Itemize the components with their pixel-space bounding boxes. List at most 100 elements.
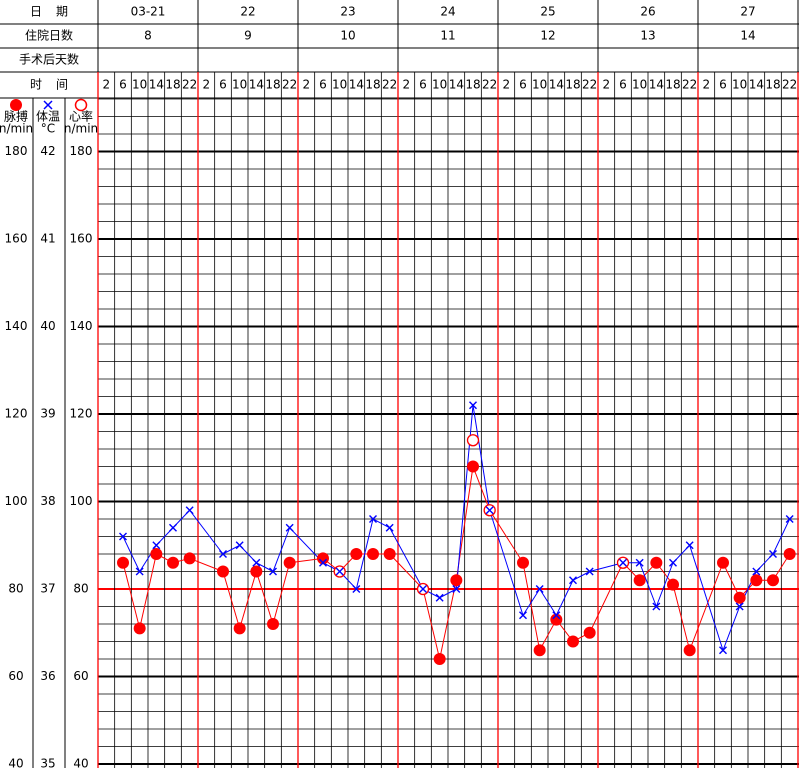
time-label: 2 (603, 78, 611, 92)
temp-marker (435, 593, 444, 602)
time-label: 6 (519, 78, 527, 92)
time-label: 2 (703, 78, 711, 92)
temp-marker-stroke (469, 401, 477, 410)
temp-marker-stroke (435, 593, 444, 602)
temp-marker-stroke (735, 602, 744, 611)
legend-name: 体温 (36, 110, 60, 124)
time-label: 22 (382, 78, 397, 92)
header-cell: 27 (740, 5, 755, 19)
time-label: 6 (219, 78, 227, 92)
pulse-marker (733, 591, 746, 604)
temp-marker (252, 558, 261, 567)
legend-marker (10, 99, 22, 111)
time-label: 10 (232, 78, 247, 92)
temp-marker (785, 515, 794, 523)
temp-marker (619, 558, 627, 567)
temp-marker (735, 602, 744, 611)
time-label: 6 (619, 78, 627, 92)
pulse-tick-label: 80 (8, 582, 23, 596)
temp-marker-stroke (252, 558, 261, 567)
pulse-marker (350, 548, 363, 560)
time-label: 14 (649, 78, 664, 92)
header-cell: 14 (740, 29, 755, 43)
temp-marker (235, 541, 244, 550)
temp-marker-stroke (585, 567, 594, 576)
legend-marker (43, 100, 53, 110)
temp-marker-stroke (335, 567, 344, 576)
legend-name: 脉搏 (4, 109, 28, 124)
row-label: 住院日数 (25, 28, 73, 43)
temp-marker (335, 567, 344, 576)
temp-tick-label: 36 (40, 669, 55, 683)
time-label: 6 (119, 78, 127, 92)
legend-unit: n/min (64, 122, 98, 136)
time-label: 18 (665, 78, 680, 92)
temp-tick-label: 42 (40, 144, 55, 158)
time-label: 2 (503, 78, 511, 92)
pulse-marker (117, 556, 129, 569)
time-label: 10 (132, 78, 147, 92)
temp-marker-stroke (635, 558, 644, 567)
time-label: 10 (432, 78, 447, 92)
temp-marker-stroke (452, 585, 461, 593)
pulse-marker (167, 556, 179, 569)
pulse-marker (783, 548, 796, 560)
header-cell: 13 (640, 29, 655, 43)
heart-tick-label: 40 (73, 757, 88, 768)
heart-tick-label: 60 (73, 669, 88, 683)
heart-tick-label: 80 (73, 582, 88, 596)
row-label: 时间 (30, 78, 82, 92)
temp-marker-stroke (352, 585, 361, 593)
pulse-tick-label: 100 (5, 494, 28, 508)
temp-marker (535, 585, 544, 593)
pulse-marker (250, 565, 263, 578)
time-label: 22 (482, 78, 497, 92)
temp-marker (385, 523, 394, 532)
temp-marker (719, 646, 727, 655)
time-label: 2 (203, 78, 211, 92)
temp-marker (135, 567, 144, 576)
time-label: 2 (403, 78, 411, 92)
header-cell: 03-21 (131, 5, 166, 19)
temp-marker-stroke (619, 558, 627, 567)
temp-marker-stroke (385, 523, 394, 532)
temp-marker-stroke (752, 567, 761, 576)
pulse-marker (583, 626, 596, 639)
temp-marker-stroke (785, 515, 794, 523)
pulse-marker (467, 460, 479, 473)
pulse-marker (683, 644, 696, 657)
temp-marker (269, 567, 277, 576)
legend-unit: °C (41, 122, 55, 136)
temp-marker (119, 532, 127, 541)
pulse-marker (150, 548, 163, 560)
pulse-marker (517, 556, 529, 569)
time-label: 22 (182, 78, 197, 92)
pulse-marker (717, 556, 729, 569)
pulse-marker (567, 635, 579, 648)
pulse-marker (667, 578, 679, 591)
time-label: 18 (265, 78, 280, 92)
time-label: 6 (319, 78, 327, 92)
temp-marker (752, 567, 761, 576)
row-label: 日期 (30, 5, 82, 19)
temp-marker-stroke (569, 576, 577, 585)
temp-marker (452, 585, 461, 593)
temp-marker-stroke (719, 646, 727, 655)
legend-name: 心率 (69, 109, 93, 124)
pulse-marker (283, 556, 296, 569)
heart-tick-label: 100 (70, 494, 93, 508)
temp-marker-stroke (269, 567, 277, 576)
time-label: 14 (749, 78, 764, 92)
time-label: 6 (419, 78, 427, 92)
temp-marker (185, 506, 194, 515)
temp-marker (652, 602, 661, 611)
pulse-marker (750, 574, 763, 587)
pulse-marker (233, 622, 246, 635)
pulse-marker (533, 644, 546, 657)
header-cell: 25 (540, 5, 555, 19)
temp-marker-stroke (769, 550, 777, 558)
time-label: 18 (465, 78, 480, 92)
temp-marker (469, 401, 477, 410)
